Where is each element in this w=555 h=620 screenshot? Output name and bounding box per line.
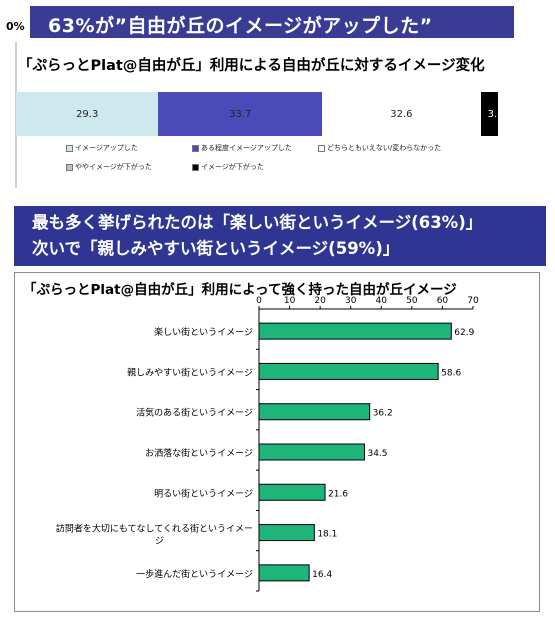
- stack-segment-value: 33.7: [229, 108, 252, 120]
- category-label: 活気のある街というイメージ: [136, 407, 253, 419]
- stack-segment-5: 3.6: [480, 92, 504, 136]
- x-tick-label: 40: [376, 296, 388, 306]
- headline-banner: 63%が”自由が丘のイメージがアップした”: [30, 6, 514, 38]
- stack-segment-value: 32.6: [390, 108, 413, 120]
- zero-percent-label: 0%: [6, 20, 25, 33]
- legend-item: どちらともいえない/変わらなかった: [318, 143, 441, 153]
- category-label: 楽しい街というイメージ: [154, 326, 253, 338]
- legend-item: ある程度イメージアップした: [192, 143, 292, 153]
- bar-chart-title: 「ぷらっとPlat@自由が丘」利用によって強く持った自由が丘イメージ: [23, 282, 457, 298]
- category-label: 親しみやすい街というイメージ: [127, 366, 253, 378]
- x-tick-label: 20: [314, 296, 326, 306]
- legend-label: ややイメージが下がった: [75, 163, 152, 171]
- legend-swatch: [318, 144, 325, 152]
- bar-value-label: 16.4: [312, 570, 332, 580]
- x-tick-label: 30: [345, 296, 357, 306]
- bar: [258, 443, 365, 461]
- image-ranking-panel: 「ぷらっとPlat@自由が丘」利用によって強く持った自由が丘イメージ 0 10 20…: [14, 272, 540, 612]
- legend-swatch: [192, 144, 199, 152]
- legend-label: イメージアップした: [75, 144, 138, 152]
- summary-banner: 最も多く挙げられたのは「楽しい街というイメージ(63%)」 次いで「親しみやすい…: [14, 206, 546, 266]
- bar-value-label: 18.1: [317, 530, 337, 540]
- bar-chart: 0 10 20 30 40 50 60 70 62.9 楽しい街というイメージ 58.6 親しみやすい…: [56, 296, 479, 592]
- stack-segment-1: 29.3: [16, 92, 159, 136]
- image-change-panel: 「ぷらっとPlat@自由が丘」利用による自由が丘に対するイメージ変化 29.3 3…: [12, 42, 544, 192]
- stack-segment-value: 3.6: [487, 108, 504, 120]
- x-tick-label: 10: [284, 296, 296, 306]
- legend-swatch: [66, 163, 73, 171]
- stacked-bar: 29.3 33.7 32.6 3.6: [16, 92, 504, 136]
- x-tick-label: 70: [467, 296, 479, 306]
- category-label: 訪問者を大切にもてなしてくれる街というイメー: [56, 523, 253, 535]
- summary-line-2: 次いで「親しみやすい街というイメージ(59%)」: [32, 239, 400, 258]
- category-label: お洒落な街というイメージ: [145, 447, 253, 459]
- bar: [258, 564, 310, 582]
- bar-value-label: 62.9: [454, 328, 474, 338]
- legend-label: イメージが下がった: [201, 163, 264, 171]
- legend-item: イメージが下がった: [192, 162, 264, 172]
- legend-item: ややイメージが下がった: [66, 162, 152, 172]
- bar: [258, 524, 315, 542]
- legend-swatch: [66, 144, 73, 152]
- legend-label: ある程度イメージアップした: [201, 144, 292, 152]
- legend-label: どちらともいえない/変わらなかった: [327, 144, 442, 152]
- bar: [258, 362, 439, 380]
- bar: [258, 483, 326, 501]
- stack-segment-2: 33.7: [158, 92, 323, 136]
- summary-line-1: 最も多く挙げられたのは「楽しい街というイメージ(63%)」: [32, 213, 483, 232]
- category-label: 明るい街というイメージ: [154, 487, 253, 499]
- stack-segment-value: 29.3: [76, 108, 99, 120]
- legend-item: イメージアップした: [66, 143, 138, 153]
- stacked-chart-title: 「ぷらっとPlat@自由が丘」利用による自由が丘に対するイメージ変化: [18, 58, 485, 74]
- stack-segment-3: 32.6: [322, 92, 481, 136]
- category-label: 一歩進んだ街というイメージ: [136, 568, 253, 580]
- bar-value-label: 58.6: [441, 368, 461, 378]
- bar-value-label: 34.5: [367, 449, 387, 459]
- x-tick-label: 0: [256, 296, 262, 306]
- bar: [258, 403, 371, 421]
- bar-value-label: 36.2: [373, 409, 393, 419]
- category-label-wrap: ジ: [155, 537, 164, 547]
- x-tick-label: 50: [406, 296, 418, 306]
- legend-swatch: [192, 163, 199, 171]
- bar: [258, 322, 452, 340]
- x-tick-label: 60: [437, 296, 449, 306]
- headline-text: 63%が”自由が丘のイメージがアップした”: [48, 15, 433, 37]
- bar-value-label: 21.6: [328, 489, 348, 499]
